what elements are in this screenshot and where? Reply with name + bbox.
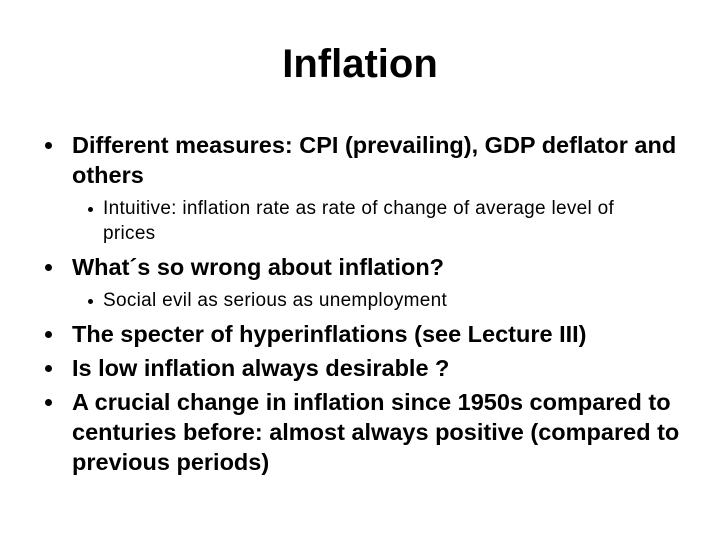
bullet-text: The specter of hyperinflations (see Lect…: [72, 321, 587, 347]
bullet-text: Is low inflation always desirable ?: [72, 355, 450, 381]
bullet-marker: [45, 331, 52, 338]
bullet-item: Different measures: CPI (prevailing), GD…: [45, 130, 692, 190]
bullet-text: Social evil as serious as unemployment: [103, 290, 448, 311]
bullet-text: What´s so wrong about inflation?: [72, 254, 445, 280]
bullet-marker: [88, 207, 93, 212]
bullet-item: The specter of hyperinflations (see Lect…: [45, 319, 692, 349]
bullet-marker: [45, 365, 52, 372]
bullet-item: Social evil as serious as unemployment: [88, 288, 623, 313]
bullet-marker: [88, 299, 93, 304]
bullet-text: Intuitive: inflation rate as rate of cha…: [103, 198, 615, 244]
bullet-item: Is low inflation always desirable ?: [45, 353, 692, 383]
bullet-marker: [45, 142, 52, 149]
slide-title: Inflation: [282, 42, 438, 86]
bullet-list: Different measures: CPI (prevailing), GD…: [0, 126, 720, 481]
bullet-marker: [45, 264, 52, 271]
bullet-text: A crucial change in inflation since 1950…: [72, 389, 680, 475]
bullet-item: Intuitive: inflation rate as rate of cha…: [88, 196, 623, 246]
bullet-marker: [45, 399, 52, 406]
bullet-text: Different measures: CPI (prevailing), GD…: [72, 132, 677, 188]
bullet-item: What´s so wrong about inflation?: [45, 252, 692, 282]
bullet-item: A crucial change in inflation since 1950…: [45, 387, 692, 477]
